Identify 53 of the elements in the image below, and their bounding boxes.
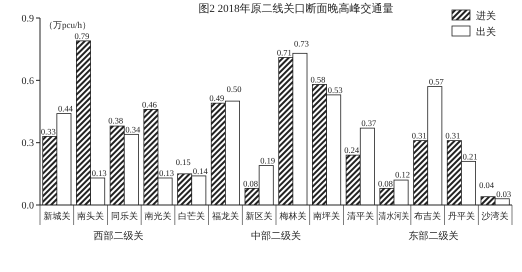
data-label: 0.37 (361, 118, 376, 128)
y-tick-label: 0.9 (22, 14, 34, 24)
data-label: 0.08 (243, 178, 258, 188)
x-tick-label: 清水河关 (378, 211, 415, 221)
chart-title: 图2 2018年原二线关口断面晚高峰交通量 (198, 2, 394, 15)
x-tick-label: 新城关 (43, 211, 70, 221)
data-label: 0.03 (496, 188, 512, 199)
x-tick-label: 梅林关 (278, 211, 306, 221)
data-label: 0.31 (412, 130, 427, 141)
data-label: 0.13 (92, 168, 107, 178)
data-label: 0.21 (462, 151, 478, 162)
x-tick-label: 南光关 (144, 211, 172, 221)
data-label: 0.08 (378, 178, 393, 188)
data-label: 0.79 (74, 30, 90, 41)
x-tick-label: 清平关 (346, 211, 374, 221)
x-tick-label: 布吉关 (414, 211, 442, 221)
text: 东部二级关 (408, 230, 458, 242)
data-label: 0.13 (159, 168, 174, 178)
data-label: 0.44 (58, 104, 74, 114)
x-tick-label: 丹平关 (448, 211, 475, 221)
legend-label: 进关 (476, 10, 496, 22)
y-tick-label: 0.3 (22, 138, 34, 150)
x-tick-label: 福龙关 (212, 211, 239, 221)
x-tick-label: 沙湾关 (482, 211, 509, 221)
data-label: 0.50 (226, 84, 242, 94)
legend-label: 出关 (476, 26, 496, 38)
text: 西部二级关 (94, 230, 144, 242)
x-tick-label: 新区关 (246, 211, 273, 221)
text: 中部二级关 (251, 230, 301, 242)
y-axis-title: （万pcu/h） (44, 20, 91, 30)
y-tick-label: 0.0 (22, 200, 34, 212)
data-label: 0.38 (108, 115, 124, 126)
data-label: 0.31 (445, 130, 460, 141)
data-label: 0.19 (260, 156, 276, 166)
data-label: 0.53 (328, 84, 343, 95)
data-label: 0.34 (125, 124, 142, 134)
data-label: 0.33 (40, 126, 56, 136)
data-label: 0.04 (479, 180, 495, 190)
x-tick-label: 同乐关 (110, 211, 138, 221)
data-label: 0.12 (395, 169, 410, 180)
y-tick-label: 0.6 (22, 76, 34, 87)
data-label: 0.46 (142, 99, 157, 110)
data-label: 0.73 (294, 38, 309, 48)
data-label: 0.24 (344, 145, 360, 156)
data-label: 0.57 (428, 76, 444, 87)
data-label: 0.15 (176, 156, 191, 167)
x-tick-label: 南坪关 (313, 211, 340, 221)
data-label: 0.49 (209, 93, 224, 104)
x-tick-label: 南头关 (77, 211, 104, 221)
x-tick-label: 白芒关 (178, 211, 206, 221)
data-label: 0.71 (276, 47, 292, 58)
data-label: 0.14 (192, 166, 208, 176)
data-label: 0.58 (310, 74, 326, 84)
